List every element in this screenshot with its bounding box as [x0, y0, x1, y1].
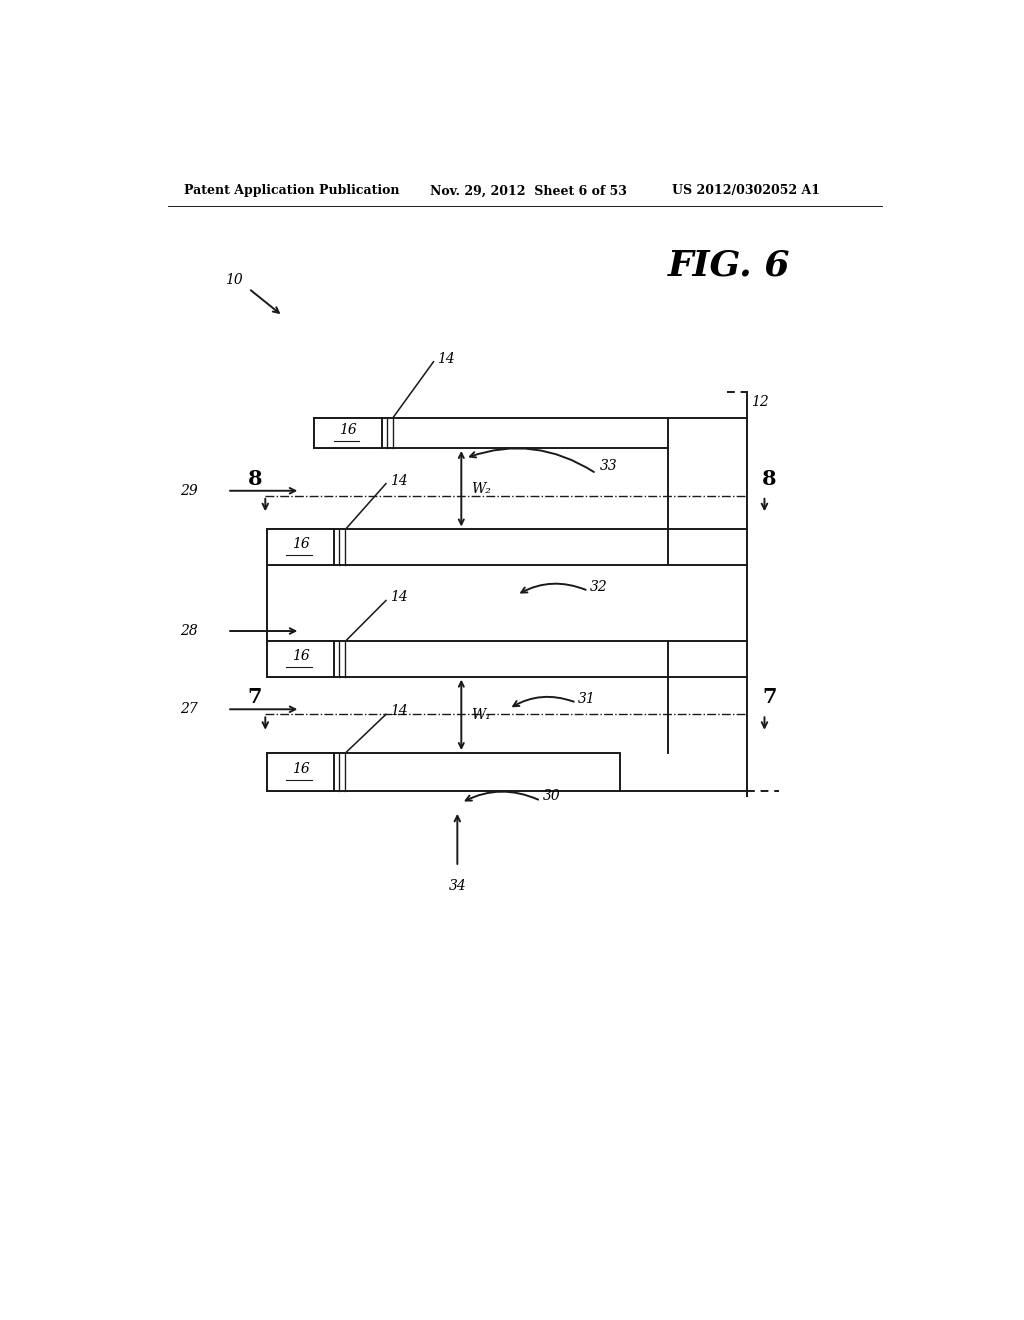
Text: 33: 33 [600, 459, 617, 474]
Text: 8: 8 [248, 469, 262, 488]
Bar [314, 417, 382, 447]
Text: 14: 14 [390, 474, 408, 487]
Text: 7: 7 [762, 688, 776, 708]
Text: 16: 16 [292, 762, 309, 776]
Text: 32: 32 [590, 579, 607, 594]
Text: 28: 28 [179, 624, 198, 638]
Text: Nov. 29, 2012  Sheet 6 of 53: Nov. 29, 2012 Sheet 6 of 53 [430, 185, 627, 198]
Text: 12: 12 [751, 395, 769, 409]
Text: Patent Application Publication: Patent Application Publication [183, 185, 399, 198]
Text: 29: 29 [179, 483, 198, 498]
Bar [267, 642, 668, 677]
Text: 14: 14 [437, 351, 456, 366]
Text: 34: 34 [449, 879, 466, 894]
Text: W₂: W₂ [471, 482, 490, 496]
Bar [267, 642, 334, 677]
Text: US 2012/0302052 A1: US 2012/0302052 A1 [672, 185, 819, 198]
Bar [267, 529, 334, 565]
Text: 7: 7 [248, 688, 262, 708]
Text: 31: 31 [578, 692, 596, 706]
Text: 14: 14 [390, 590, 408, 605]
Text: 14: 14 [390, 705, 408, 718]
Text: 10: 10 [224, 273, 243, 288]
Text: 16: 16 [339, 422, 357, 437]
Text: 30: 30 [543, 788, 561, 803]
Bar [267, 752, 621, 791]
Text: W₁: W₁ [471, 708, 490, 722]
Text: 16: 16 [292, 649, 309, 663]
Text: 16: 16 [292, 537, 309, 552]
Text: 27: 27 [179, 702, 198, 717]
Bar [314, 417, 668, 447]
Bar [267, 529, 668, 565]
Text: FIG. 6: FIG. 6 [668, 248, 791, 282]
Bar [267, 752, 334, 791]
Text: 8: 8 [762, 469, 776, 488]
